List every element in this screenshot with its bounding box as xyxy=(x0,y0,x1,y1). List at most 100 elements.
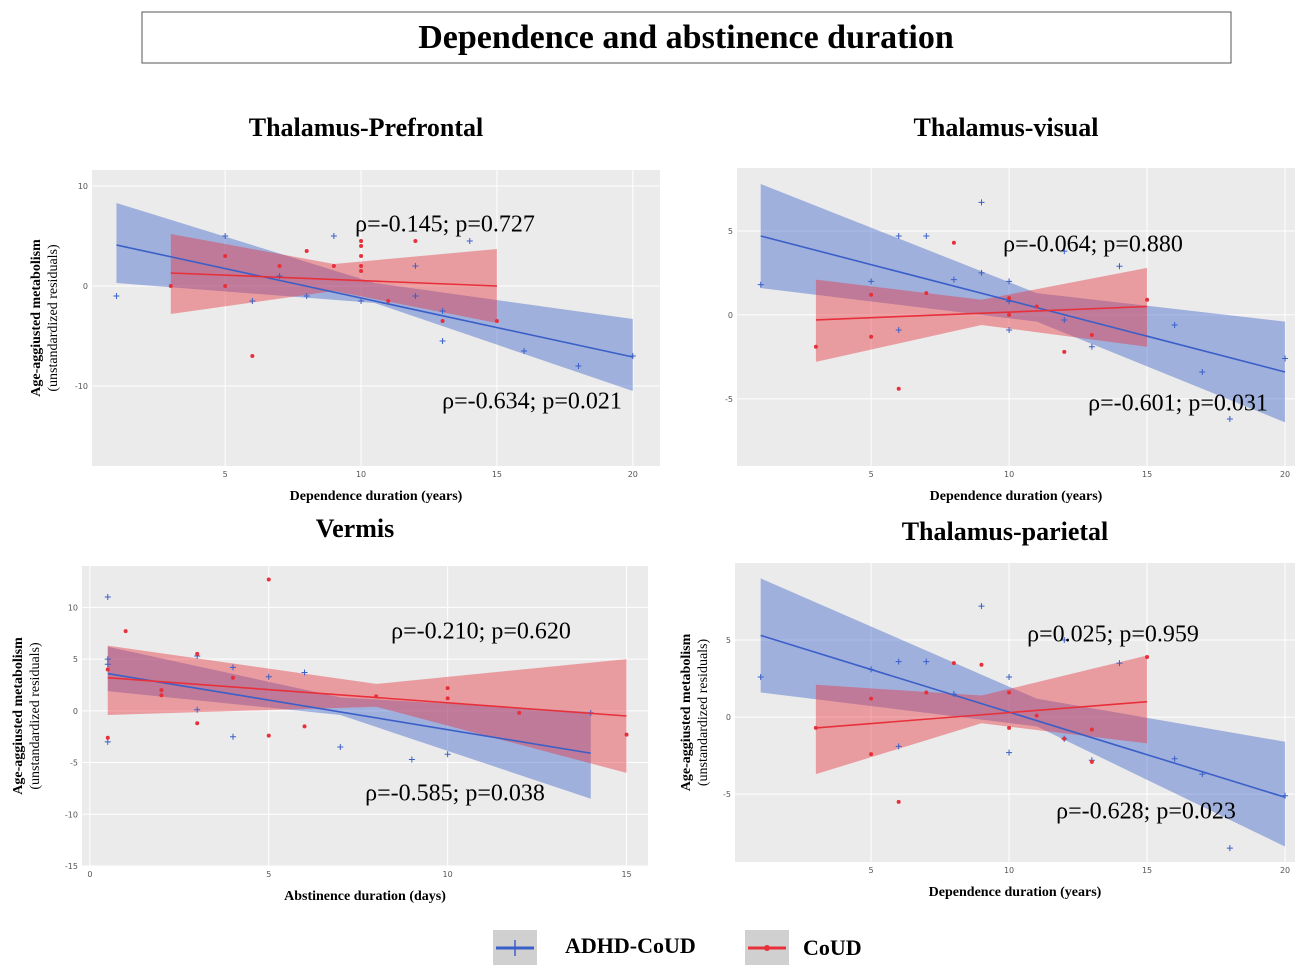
annotation: ρ=-0.601; p=0.031 xyxy=(1088,391,1268,417)
data-point xyxy=(331,264,336,268)
annotation: ρ=-0.628; p=0.023 xyxy=(1056,799,1236,825)
data-point xyxy=(1089,333,1094,338)
data-point xyxy=(412,293,419,299)
data-point xyxy=(104,594,111,601)
fit-line xyxy=(170,272,497,287)
x-tick-label: 10 xyxy=(1004,470,1014,479)
data-point xyxy=(1061,316,1068,323)
data-point xyxy=(575,363,582,369)
y-tick-label: -5 xyxy=(70,759,78,768)
x-axis-label: Dependence duration (years) xyxy=(930,489,1103,504)
y-tick-label: 10 xyxy=(78,182,88,191)
confidence-band xyxy=(116,203,633,391)
data-point xyxy=(159,693,164,698)
y-tick-label: 0 xyxy=(83,282,88,291)
data-point xyxy=(1145,655,1150,660)
data-point xyxy=(868,666,875,673)
data-point xyxy=(979,662,984,667)
y-axis-label: (unstandardized residuals) xyxy=(28,642,43,790)
data-point xyxy=(624,732,629,737)
data-point xyxy=(1034,304,1039,309)
title-box xyxy=(141,11,1232,64)
data-point xyxy=(1199,368,1206,375)
fit-line xyxy=(760,634,1286,799)
data-point xyxy=(1282,792,1289,799)
data-point xyxy=(757,281,764,288)
data-point xyxy=(1006,278,1013,285)
y-tick-label: 5 xyxy=(73,655,78,664)
data-point xyxy=(978,269,985,276)
data-point xyxy=(1062,349,1067,354)
data-point xyxy=(950,691,957,698)
data-point xyxy=(1145,297,1150,302)
y-tick-label: -5 xyxy=(723,790,731,799)
data-point xyxy=(222,233,229,239)
data-point xyxy=(1006,327,1013,334)
data-point xyxy=(105,735,110,740)
data-point xyxy=(303,293,310,299)
data-point xyxy=(924,291,929,296)
data-point xyxy=(1061,637,1068,644)
x-tick-label: 20 xyxy=(1280,470,1290,479)
data-point xyxy=(1116,263,1123,270)
data-point xyxy=(358,298,365,304)
data-point xyxy=(1034,713,1039,718)
fit-line xyxy=(107,672,591,755)
data-point xyxy=(895,232,902,239)
annotation: ρ=-0.210; p=0.620 xyxy=(391,619,571,645)
data-point xyxy=(386,299,391,303)
data-point xyxy=(104,661,111,668)
data-point xyxy=(330,233,337,239)
legend-label: ADHD-CoUD xyxy=(565,933,696,958)
data-point xyxy=(277,264,282,268)
x-axis-label: Dependence duration (years) xyxy=(290,489,463,504)
data-point xyxy=(923,232,930,239)
y-tick-label: 5 xyxy=(728,227,733,236)
x-tick-label: 10 xyxy=(443,870,453,879)
data-point xyxy=(1007,690,1012,695)
data-point xyxy=(302,724,307,729)
x-tick-label: 10 xyxy=(1004,866,1014,875)
data-point xyxy=(230,675,235,680)
data-point xyxy=(868,278,875,285)
data-point xyxy=(1006,749,1013,756)
y-tick-label: -15 xyxy=(65,862,78,871)
confidence-band xyxy=(107,645,627,773)
data-point xyxy=(924,690,929,695)
y-axis-label: Age-aggiusted metabolism xyxy=(679,633,694,791)
y-tick-label: -5 xyxy=(725,395,733,404)
data-point xyxy=(359,264,364,268)
data-point xyxy=(978,199,985,206)
data-point xyxy=(1062,736,1067,741)
data-point xyxy=(359,254,364,258)
confidence-band xyxy=(815,267,1148,362)
data-point xyxy=(1199,771,1206,778)
data-point xyxy=(1116,660,1123,667)
data-point xyxy=(439,338,446,344)
panel-title: Vermis xyxy=(316,514,394,543)
data-point xyxy=(223,254,228,258)
data-point xyxy=(123,629,128,634)
y-tick-label: -10 xyxy=(75,382,88,391)
data-point xyxy=(229,664,236,671)
x-tick-label: 20 xyxy=(628,470,638,479)
panel-title: Thalamus-parietal xyxy=(902,517,1109,546)
y-tick-label: 10 xyxy=(68,603,78,612)
data-point xyxy=(1171,321,1178,328)
data-point xyxy=(337,744,344,751)
data-point xyxy=(265,673,272,680)
y-axis-label: Age-aggiusted metabolism xyxy=(29,239,44,397)
data-point xyxy=(521,348,528,354)
data-point xyxy=(466,238,473,244)
figure-title: Dependence and abstinence duration xyxy=(418,19,954,56)
annotation: ρ=-0.585; p=0.038 xyxy=(365,781,545,807)
data-point xyxy=(978,603,985,610)
data-point xyxy=(104,656,111,663)
data-point xyxy=(950,276,957,283)
data-point xyxy=(195,651,200,656)
data-point xyxy=(304,249,309,253)
x-tick-label: 5 xyxy=(223,470,228,479)
y-tick-label: 0 xyxy=(728,311,733,320)
x-tick-label: 15 xyxy=(492,470,502,479)
legend-label: CoUD xyxy=(803,935,862,960)
